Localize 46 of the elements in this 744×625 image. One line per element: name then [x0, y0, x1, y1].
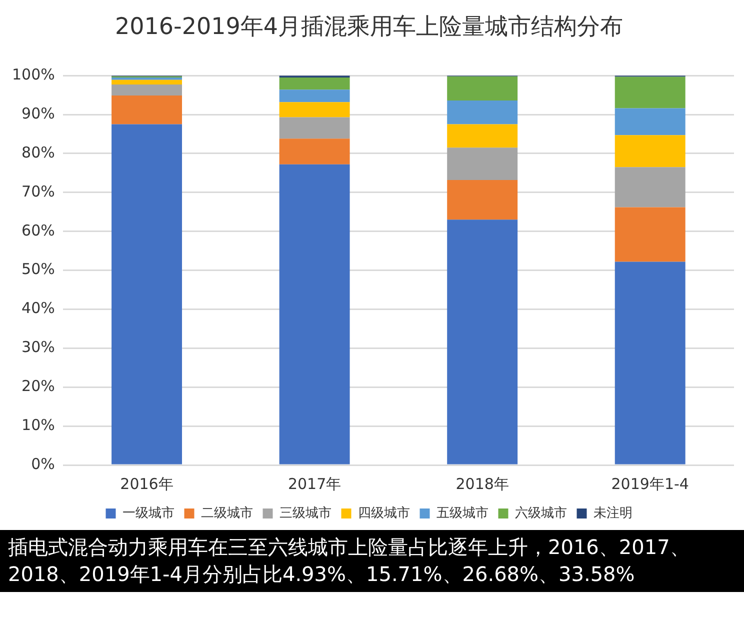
bar [447, 100, 518, 124]
legend-label: 未注明 [593, 506, 632, 521]
legend-label: 五级城市 [436, 506, 488, 521]
chart-title: 2016-2019年4月插混乘用车上险量城市结构分布 [115, 14, 623, 40]
bar [279, 138, 350, 164]
y-tick-label: 100% [12, 65, 55, 84]
bar [614, 76, 686, 108]
legend-label: 一级城市 [122, 506, 174, 521]
bar [279, 102, 350, 118]
x-tick-label: 2018年 [456, 474, 509, 493]
bar [614, 108, 686, 136]
y-tick-label: 60% [22, 221, 55, 240]
bar [279, 164, 350, 464]
bar [614, 135, 686, 168]
y-tick-label: 50% [22, 260, 55, 278]
bar [447, 76, 518, 101]
bar [447, 148, 518, 180]
bar [112, 84, 182, 96]
bar [447, 124, 518, 148]
bar [112, 95, 182, 124]
bar [279, 117, 350, 139]
bar [112, 80, 182, 85]
bar [112, 124, 182, 464]
legend-label: 四级城市 [358, 506, 410, 521]
legend-label: 二级城市 [200, 506, 253, 521]
bar [447, 180, 518, 220]
bar [279, 78, 350, 90]
y-tick-label: 90% [22, 104, 55, 122]
y-tick-label: 0% [31, 454, 55, 473]
legend-label: 三级城市 [279, 506, 332, 521]
bar [614, 262, 686, 464]
bar [614, 167, 686, 208]
bar [614, 207, 686, 262]
y-tick-label: 40% [22, 299, 55, 318]
bar [447, 220, 518, 464]
y-tick-label: 10% [22, 416, 55, 434]
x-tick-label: 2016年 [120, 474, 174, 493]
legend-label: 六级城市 [514, 506, 567, 521]
text: 插电式混合动力乘用车在三至六线城市上险量占比逐年上升，2016、2017、2018、2019年1-4月分别占比4.93%、15.71%、26.68%、33.58% [0, 530, 744, 592]
x-tick-label: 2019年1-4 [611, 474, 689, 493]
bar [279, 90, 350, 102]
y-tick-label: 70% [22, 182, 55, 200]
x-tick-label: 2017年 [288, 474, 342, 493]
y-tick-label: 30% [22, 338, 55, 356]
y-tick-label: 20% [22, 377, 55, 396]
y-tick-label: 80% [22, 143, 55, 162]
